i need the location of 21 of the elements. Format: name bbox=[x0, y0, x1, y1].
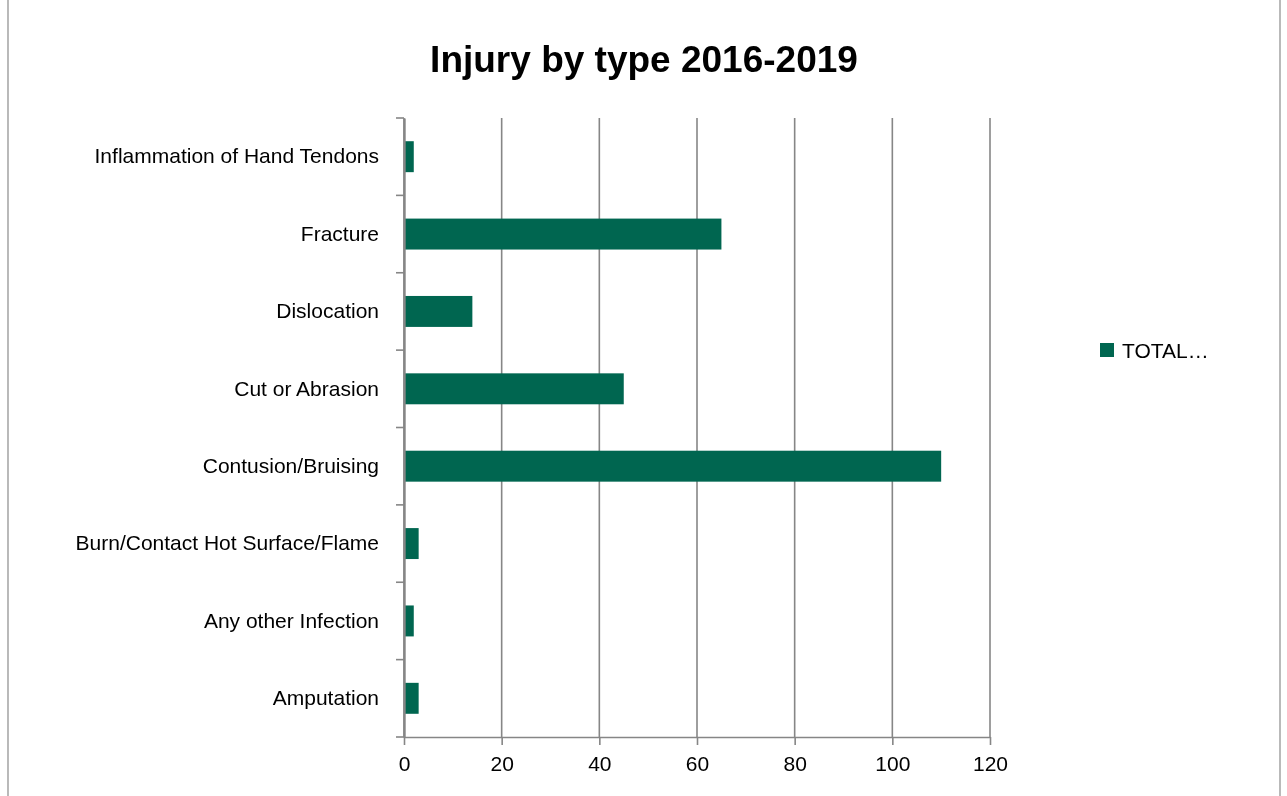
x-tick-label: 80 bbox=[783, 752, 807, 776]
y-tick-label: Any other Infection bbox=[203, 608, 379, 632]
legend-label: TOTAL… bbox=[1122, 338, 1209, 362]
x-tick-label: 0 bbox=[398, 752, 411, 776]
bar bbox=[404, 373, 624, 405]
x-tick-label: 40 bbox=[588, 752, 612, 776]
x-tick-label: 100 bbox=[875, 752, 911, 776]
y-tick-label: Inflammation of Hand Tendons bbox=[94, 144, 379, 168]
y-tick-label: Burn/Contact Hot Surface/Flame bbox=[75, 531, 379, 555]
bar bbox=[404, 218, 722, 250]
y-tick-label: Dislocation bbox=[276, 299, 379, 323]
x-tick-label: 120 bbox=[972, 752, 1009, 776]
y-tick-label: Contusion/Bruising bbox=[202, 453, 379, 477]
y-tick-label: Amputation bbox=[272, 686, 379, 710]
x-tick-label: 60 bbox=[685, 752, 710, 776]
y-tick-label: Fracture bbox=[300, 221, 379, 245]
chart-title: Injury by type 2016-2019 bbox=[430, 39, 858, 80]
x-tick-label: 20 bbox=[490, 752, 514, 776]
y-tick-label: Cut or Abrasion bbox=[234, 376, 379, 400]
bar bbox=[404, 450, 942, 482]
bar bbox=[404, 295, 473, 327]
